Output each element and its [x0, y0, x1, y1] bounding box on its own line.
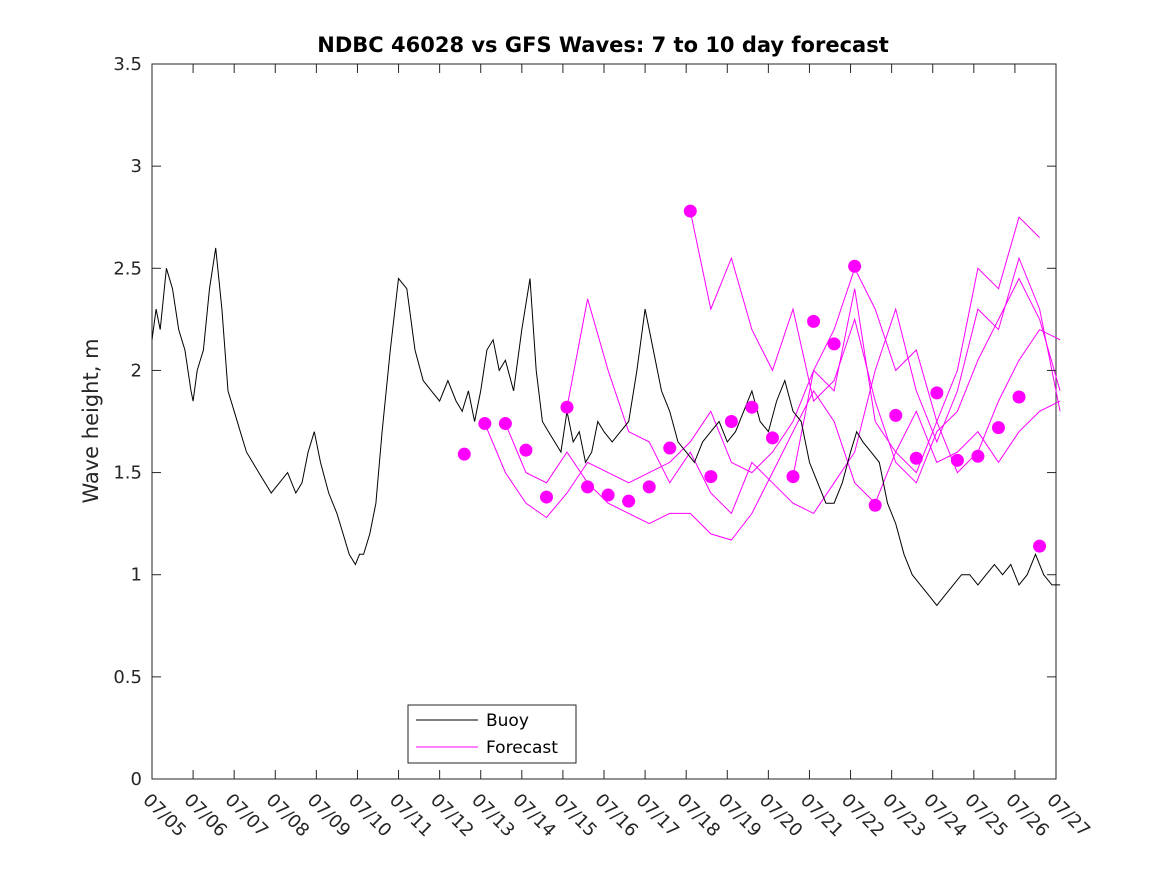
- forecast-point: [457, 447, 471, 461]
- forecast-point: [560, 400, 574, 414]
- y-tick-label: 2.5: [113, 258, 142, 279]
- legend-forecast-label: Forecast: [486, 738, 558, 758]
- x-tick-label: 07/13: [467, 790, 519, 842]
- forecast-series-line: [792, 216, 1040, 477]
- plot-area: [151, 63, 1057, 780]
- buoy-series-line: [151, 247, 1061, 607]
- y-tick-label: 3.5: [113, 54, 142, 75]
- forecast-point: [663, 441, 677, 455]
- y-tick-label: 3: [131, 156, 142, 177]
- forecast-point: [704, 470, 718, 484]
- x-tick-label: 07/05: [138, 790, 190, 842]
- forecast-point: [868, 498, 882, 512]
- forecast-point: [991, 421, 1005, 435]
- legend: Buoy Forecast: [407, 704, 577, 764]
- y-tick-label: 1.5: [113, 463, 142, 484]
- forecast-point: [581, 480, 595, 494]
- y-axis-label: Wave height, m: [79, 338, 103, 503]
- forecast-point: [950, 453, 964, 467]
- x-tick-label: 07/21: [796, 790, 848, 842]
- forecast-point: [827, 337, 841, 351]
- forecast-point: [724, 415, 738, 428]
- forecast-series-line: [689, 210, 1061, 484]
- buoy-line: [151, 247, 1061, 607]
- x-tick-label: 07/17: [632, 790, 684, 842]
- forecast-point: [889, 408, 903, 422]
- x-tick-label: 07/10: [344, 790, 396, 842]
- x-tick-label: 07/06: [180, 790, 232, 842]
- x-tick-label: 07/25: [960, 790, 1012, 842]
- y-tick-label: 2: [131, 360, 142, 381]
- x-tick-label: 07/18: [673, 790, 725, 842]
- x-tick-label: 07/11: [385, 790, 437, 842]
- chart-title: NDBC 46028 vs GFS Waves: 7 to 10 day for…: [317, 33, 888, 57]
- forecast-point: [848, 259, 862, 273]
- forecast-lines: [484, 210, 1061, 541]
- x-tick-label: 07/23: [878, 790, 930, 842]
- x-tick-label: 07/14: [508, 790, 560, 842]
- forecast-point: [478, 417, 492, 431]
- forecast-point: [807, 314, 821, 328]
- forecast-point: [786, 470, 800, 484]
- x-tick-label: 07/09: [303, 790, 355, 842]
- x-tick-label: 07/15: [549, 790, 601, 842]
- forecast-series-line: [566, 256, 1061, 515]
- x-tick-label: 07/16: [590, 790, 642, 842]
- forecast-point: [971, 449, 985, 463]
- forecast-point: [642, 480, 656, 494]
- forecast-point: [498, 417, 512, 431]
- forecast-markers: [457, 204, 1047, 553]
- x-tick-label: 07/20: [755, 790, 807, 842]
- y-tick-label: 0.5: [113, 667, 142, 688]
- forecast-point: [683, 204, 697, 218]
- legend-buoy-label: Buoy: [486, 711, 529, 731]
- forecast-point: [519, 443, 533, 457]
- x-tick-label: 07/24: [919, 790, 971, 842]
- forecast-point: [1033, 539, 1047, 553]
- forecast-point: [909, 451, 923, 465]
- forecast-point: [539, 490, 553, 504]
- forecast-point: [765, 431, 779, 445]
- forecast-point: [745, 400, 759, 414]
- forecast-series-line: [504, 389, 1061, 541]
- legend-box: [407, 704, 577, 764]
- x-tick-label: 07/26: [1001, 790, 1053, 842]
- forecast-point: [622, 494, 636, 508]
- forecast-point: [930, 386, 944, 400]
- forecast-point: [601, 488, 615, 502]
- x-tick-label: 07/07: [221, 790, 273, 842]
- x-tick-label: 07/12: [426, 790, 478, 842]
- x-tick-label: 07/22: [837, 790, 889, 842]
- y-tick-label: 1: [131, 565, 142, 586]
- x-tick-label: 07/27: [1042, 790, 1094, 842]
- x-tick-label: 07/08: [262, 790, 314, 842]
- forecast-point: [1012, 390, 1026, 404]
- y-axis-ticks: 0 0.5 1 1.5 2 2.5 3 3.5: [113, 54, 1056, 790]
- x-tick-label: 07/19: [714, 790, 766, 842]
- y-tick-label: 0: [131, 769, 142, 790]
